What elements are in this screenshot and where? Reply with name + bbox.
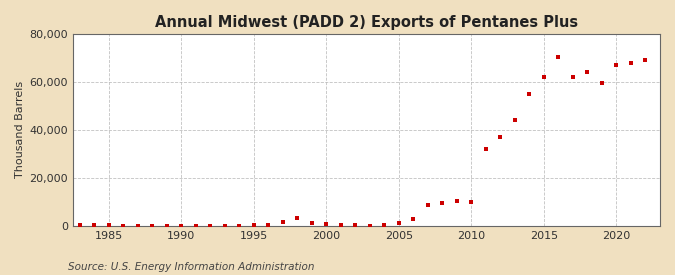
Point [118,224,129,228]
Point [306,221,317,225]
Point [277,219,288,224]
Point [553,54,564,59]
Point [248,223,259,228]
Point [103,223,114,227]
Point [466,200,477,204]
Point [190,224,201,229]
Point [379,223,390,227]
Y-axis label: Thousand Barrels: Thousand Barrels [15,81,25,178]
Point [321,222,332,226]
Point [408,217,419,221]
Point [89,223,100,228]
Point [176,224,187,228]
Point [364,224,375,228]
Point [335,223,346,227]
Point [147,224,158,228]
Text: Source: U.S. Energy Information Administration: Source: U.S. Energy Information Administ… [68,262,314,272]
Point [292,216,303,220]
Point [74,223,85,227]
Title: Annual Midwest (PADD 2) Exports of Pentanes Plus: Annual Midwest (PADD 2) Exports of Penta… [155,15,578,30]
Point [263,223,274,227]
Point [510,118,520,123]
Point [452,199,462,203]
Point [539,75,549,79]
Point [568,75,578,79]
Point [481,147,491,151]
Point [394,221,404,225]
Point [582,70,593,75]
Point [205,224,216,228]
Point [524,92,535,96]
Point [437,201,448,205]
Point [132,223,143,228]
Point [640,58,651,62]
Point [234,223,245,228]
Point [161,224,172,228]
Point [350,223,361,228]
Point [495,135,506,139]
Point [219,224,230,228]
Point [597,81,608,85]
Point [626,60,637,65]
Point [611,63,622,67]
Point [423,203,433,208]
